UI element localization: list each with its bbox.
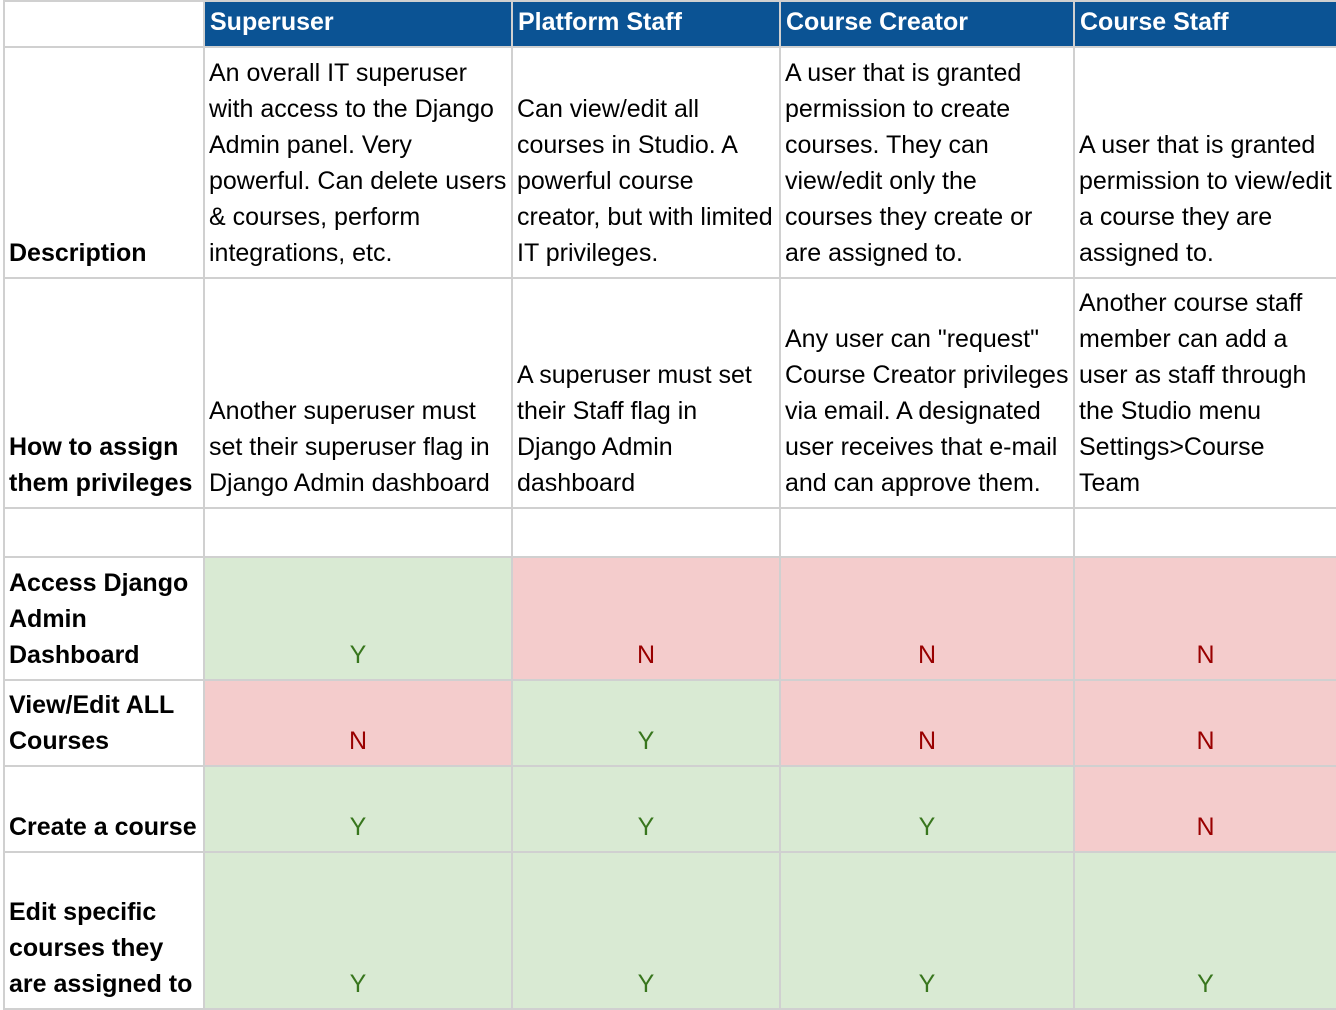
- table-row: Edit specific courses they are assigned …: [3, 851, 1336, 1010]
- empty-cell: [511, 507, 781, 558]
- corner-cell: [3, 0, 205, 48]
- empty-cell: [779, 507, 1075, 558]
- cell: N: [511, 556, 781, 681]
- cell: Y: [203, 851, 513, 1010]
- spacer-row: [3, 507, 1336, 558]
- cell: Y: [511, 765, 781, 853]
- table-body: Superuser Platform Staff Course Creator Cou…: [3, 0, 1336, 1010]
- cell: N: [1073, 765, 1336, 853]
- empty-cell: [203, 507, 513, 558]
- cell: Y: [203, 765, 513, 853]
- cell: N: [1073, 556, 1336, 681]
- table-row: How to assign them privileges Another sup…: [3, 277, 1336, 509]
- cell: N: [779, 556, 1075, 681]
- roles-table: Superuser Platform Staff Course Creator Cou…: [3, 0, 1336, 1010]
- row-label: View/Edit ALL Courses: [3, 679, 205, 767]
- cell: Y: [779, 765, 1075, 853]
- cell: Y: [511, 851, 781, 1010]
- cell: Y: [511, 679, 781, 767]
- cell: A user that is granted permission to cre…: [779, 46, 1075, 279]
- row-label: Create a course: [3, 765, 205, 853]
- cell: Another course staff member can add a us…: [1073, 277, 1336, 509]
- cell: Can view/edit all courses in Studio. A p…: [511, 46, 781, 279]
- column-header: Course Staff: [1073, 0, 1336, 48]
- column-header: Superuser: [203, 0, 513, 48]
- cell: N: [779, 679, 1075, 767]
- cell: N: [203, 679, 513, 767]
- table-row: Description An overall IT superuser with …: [3, 46, 1336, 279]
- cell: An overall IT superuser with access to t…: [203, 46, 513, 279]
- column-header: Platform Staff: [511, 0, 781, 48]
- cell: A superuser must set their Staff flag in…: [511, 277, 781, 509]
- cell: Y: [203, 556, 513, 681]
- table-row: Create a course Y Y Y N: [3, 765, 1336, 853]
- table-row: Access Django Admin Dashboard Y N N N: [3, 556, 1336, 681]
- row-label: How to assign them privileges: [3, 277, 205, 509]
- cell: Any user can "request" Course Creator pr…: [779, 277, 1075, 509]
- empty-cell: [1073, 507, 1336, 558]
- row-label: Edit specific courses they are assigned …: [3, 851, 205, 1010]
- cell: Y: [779, 851, 1075, 1010]
- header-row: Superuser Platform Staff Course Creator Cou…: [3, 0, 1336, 48]
- row-label: Access Django Admin Dashboard: [3, 556, 205, 681]
- table-row: View/Edit ALL Courses N Y N N: [3, 679, 1336, 767]
- empty-cell: [3, 507, 205, 558]
- cell: A user that is granted permission to vie…: [1073, 46, 1336, 279]
- cell: Y: [1073, 851, 1336, 1010]
- row-label: Description: [3, 46, 205, 279]
- cell: Another superuser must set their superus…: [203, 277, 513, 509]
- column-header: Course Creator: [779, 0, 1075, 48]
- cell: N: [1073, 679, 1336, 767]
